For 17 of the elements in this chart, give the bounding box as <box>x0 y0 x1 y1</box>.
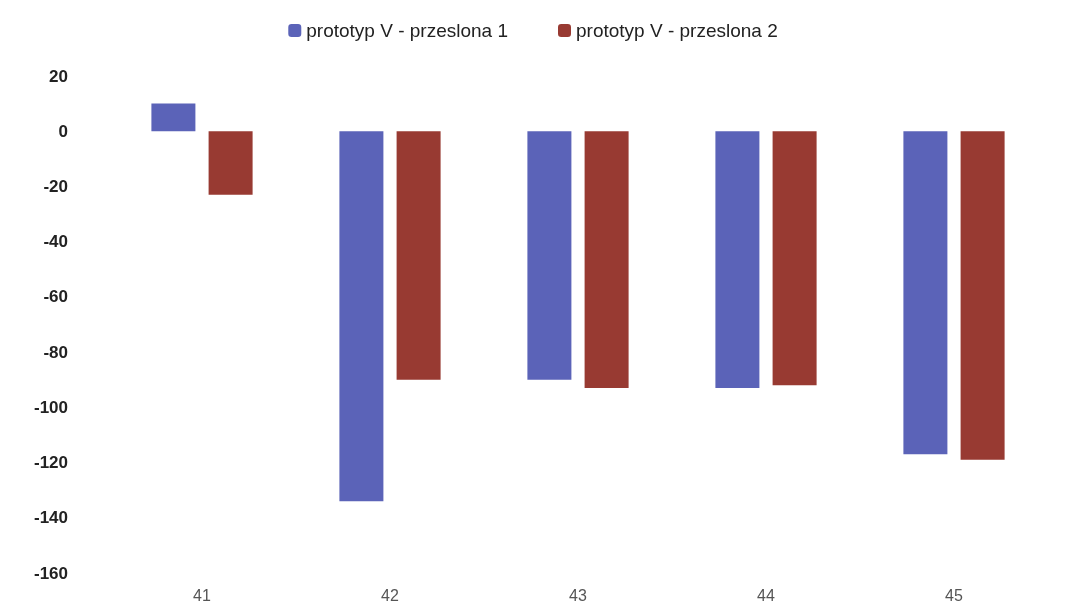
x-tick-label: 44 <box>757 586 775 604</box>
x-tick-label: 43 <box>569 586 587 604</box>
y-tick-label: -20 <box>43 176 68 196</box>
y-tick-label: -140 <box>33 508 68 528</box>
x-tick-label: 42 <box>381 586 399 604</box>
legend-label: prototyp V - przeslona 2 <box>576 20 778 41</box>
y-tick-label: -160 <box>33 563 68 583</box>
y-tick-label: 0 <box>58 121 68 141</box>
y-tick-label: -80 <box>43 342 68 362</box>
x-tick-label: 45 <box>945 586 963 604</box>
y-tick-label: 20 <box>49 66 68 86</box>
y-tick-label: -60 <box>43 287 68 307</box>
y-tick-label: -120 <box>33 453 68 473</box>
y-tick-label: -40 <box>43 232 68 252</box>
x-tick-label: 41 <box>193 586 211 604</box>
y-tick-label: -100 <box>33 397 68 417</box>
legend-label: prototyp V - przeslona 1 <box>306 20 508 41</box>
